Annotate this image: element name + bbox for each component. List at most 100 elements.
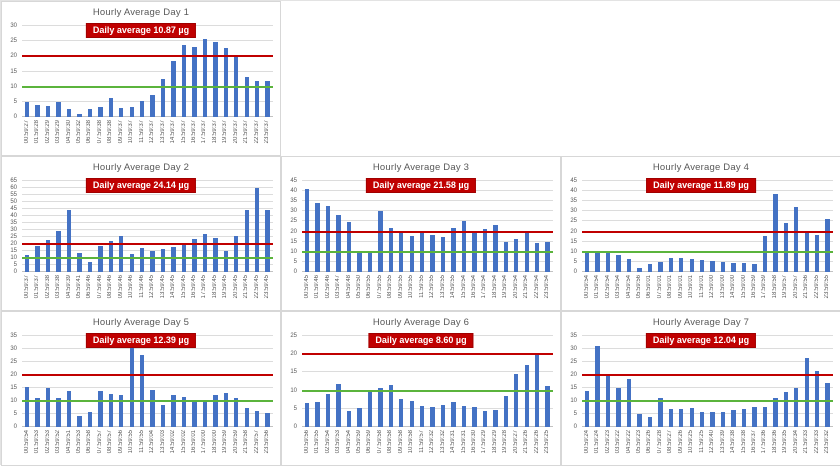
bar-slot — [95, 26, 105, 117]
chart-panel-day-5[interactable]: Hourly Average Day 5 Daily average 12.39… — [1, 311, 281, 466]
bar-slot — [592, 181, 602, 272]
chart-panel-day-7[interactable]: Hourly Average Day 7 Daily average 12.04… — [561, 311, 840, 466]
x-axis-tick-slot: 14:59:45 — [168, 273, 178, 309]
x-axis-tick-slot: 21:59:37 — [242, 118, 252, 154]
x-axis-tick-label: 08:59:38 — [107, 120, 114, 144]
x-axis-tick-label: 15:59:38 — [740, 430, 747, 454]
bar — [514, 373, 519, 427]
y-axis-tick-label: 15 — [570, 385, 577, 391]
bar-slot — [252, 336, 262, 427]
chart-panel-day-3[interactable]: Hourly Average Day 3 Daily average 21.58… — [281, 156, 561, 311]
x-axis-tick-label: 05:59:59 — [355, 430, 362, 454]
x-axis-tick-slot: 05:59:23 — [634, 428, 644, 464]
x-axis-tick-label: 14:59:31 — [450, 430, 457, 454]
bar-slot — [749, 181, 759, 272]
x-axis-tick-slot: 02:59:54 — [603, 273, 613, 309]
bar — [265, 413, 270, 427]
y-axis: 0 5 10 15 20 25 30 35 — [562, 333, 581, 430]
gridline — [302, 260, 553, 262]
x-axis-tick-slot: 12:59:04 — [147, 428, 157, 464]
x-axis-tick-slot: 14:59:31 — [448, 428, 458, 464]
bar-slot — [469, 336, 479, 427]
bar-slot — [85, 336, 95, 427]
bar — [223, 251, 229, 272]
y-axis-tick-label: 20 — [570, 228, 577, 235]
bar-slot — [242, 26, 252, 117]
bar — [585, 250, 590, 272]
bar — [192, 239, 197, 272]
bar-slot — [22, 181, 32, 272]
bar-slot — [511, 181, 521, 272]
bar — [265, 210, 270, 272]
x-axis-tick-slot: 23:59:56 — [262, 428, 272, 464]
bar-slot — [64, 26, 74, 117]
plot-area — [22, 180, 273, 272]
x-axis-tick-label: 16:59:59 — [750, 275, 757, 299]
x-axis-tick-label: 16:59:45 — [190, 275, 197, 299]
bar — [514, 239, 519, 272]
x-axis-tick-slot: 09:59:01 — [676, 273, 686, 309]
bar-slot — [116, 336, 126, 427]
chart-panel-day-6[interactable]: Hourly Average Day 6 Daily average 8.60 … — [281, 311, 561, 466]
gridline — [302, 210, 553, 212]
bar — [773, 397, 778, 427]
x-axis-tick-slot: 01:59:55 — [312, 428, 322, 464]
x-axis-tick-slot: 18:59:00 — [210, 428, 220, 464]
gridline — [582, 348, 833, 349]
x-axis-tick-label: 21:59:26 — [523, 430, 530, 454]
x-axis-tick-label: 02:59:53 — [44, 430, 51, 454]
bar-slot — [137, 181, 147, 272]
bar-slot — [323, 336, 333, 427]
x-axis-tick-label: 05:59:56 — [635, 275, 642, 299]
bar — [482, 228, 488, 272]
bar — [119, 107, 124, 117]
bar-slot — [106, 26, 116, 117]
gridline — [22, 271, 273, 272]
x-axis-tick-label: 00:59:45 — [303, 275, 310, 299]
green-limit-line — [582, 400, 833, 403]
x-axis-tick-slot: 05:59:50 — [354, 273, 364, 309]
y-axis-tick-label: 25 — [570, 218, 577, 225]
x-axis-tick-label: 22:59:33 — [813, 430, 820, 454]
x-axis-labels: 00:59:45 01:59:46 02:59:46 03:59:47 04:59:48… — [302, 273, 553, 309]
green-limit-line — [22, 85, 273, 88]
bar-slot — [624, 336, 634, 427]
green-limit-line — [22, 400, 273, 403]
x-axis-tick-label: 11:59:37 — [138, 120, 145, 143]
bar-slot — [302, 336, 312, 427]
chart-panel-day-1[interactable]: Hourly Average Day 1 Daily average 10.87… — [1, 1, 281, 156]
bar — [56, 398, 61, 427]
bar-slot — [323, 181, 333, 272]
chart-title: Hourly Average Day 6 — [372, 317, 470, 328]
x-axis-tick-slot: 23:59:54 — [542, 273, 552, 309]
bar-slot — [158, 336, 168, 427]
bar-slot — [262, 26, 272, 117]
x-axis-tick-label: 15:59:31 — [460, 430, 467, 454]
x-axis-tick-label: 22:59:45 — [253, 275, 260, 299]
x-axis-tick-slot: 22:59:33 — [812, 428, 822, 464]
x-axis-tick-slot: 18:59:36 — [770, 428, 780, 464]
x-axis-tick-slot: 07:59:57 — [95, 428, 105, 464]
bar-slot — [64, 336, 74, 427]
x-axis-tick-slot: 23:59:32 — [822, 428, 832, 464]
bar-slot — [676, 336, 686, 427]
bar-slot — [438, 181, 448, 272]
bar-slot — [168, 26, 178, 117]
x-axis-tick-label: 15:59:54 — [460, 275, 467, 299]
x-axis-tick-slot: 11:59:01 — [697, 273, 707, 309]
bar — [346, 411, 352, 427]
plot-area — [22, 25, 273, 117]
chart-panel-day-4[interactable]: Hourly Average Day 4 Daily average 11.89… — [561, 156, 840, 311]
bar — [160, 248, 166, 272]
bar-slot — [333, 336, 343, 427]
gridline — [22, 348, 273, 349]
bar — [244, 76, 249, 117]
bars-series — [22, 336, 273, 427]
x-axis-tick-slot: 07:59:55 — [375, 273, 385, 309]
x-axis-tick-slot: 08:59:46 — [106, 273, 116, 309]
y-axis-tick-label: 30 — [570, 208, 577, 215]
chart-panel-day-2[interactable]: Hourly Average Day 2 Daily average 24.14… — [1, 156, 281, 311]
plot-area — [582, 335, 833, 427]
x-axis-tick-label: 12:59:04 — [149, 430, 156, 454]
green-limit-line — [302, 250, 553, 253]
